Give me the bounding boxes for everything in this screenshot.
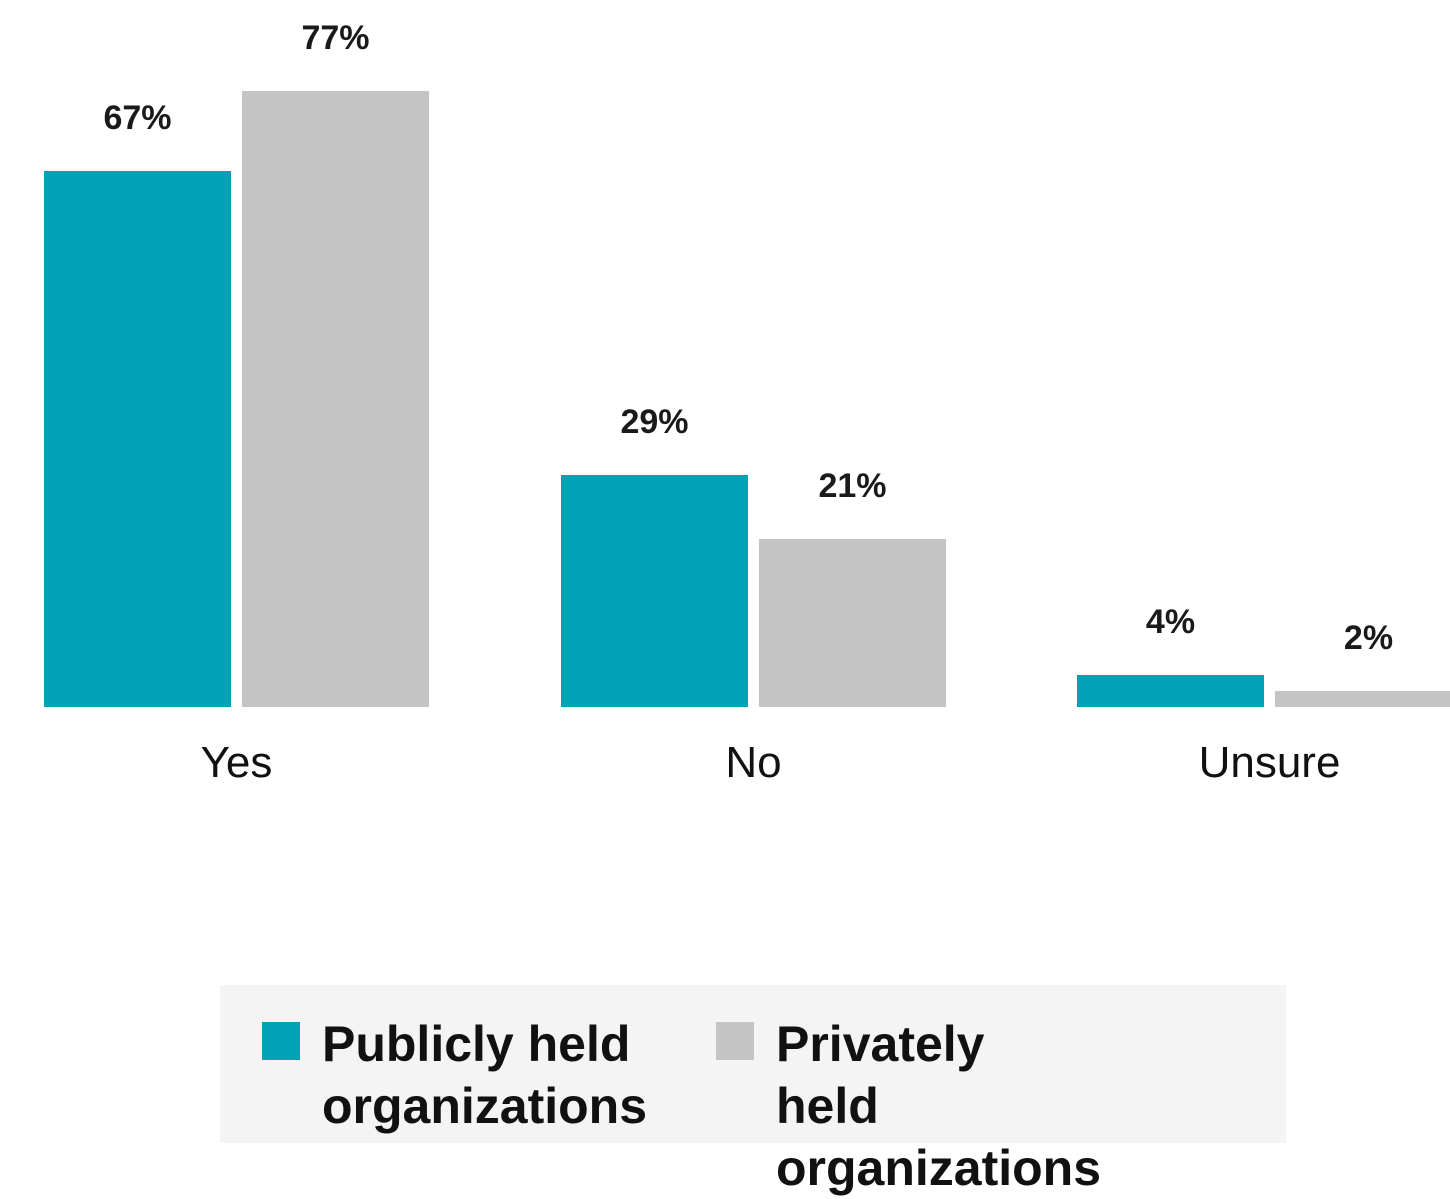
legend-swatch-privately-held <box>716 1022 754 1060</box>
legend-item-publicly-held: Publicly held organizations <box>262 1013 648 1137</box>
bar-yes-publicly-held <box>44 171 231 707</box>
legend: Publicly held organizations Privately he… <box>220 985 1286 1196</box>
data-label-no-privately-held: 21% <box>818 467 886 505</box>
category-label-yes: Yes <box>201 738 273 787</box>
bar-unsure-publicly-held <box>1077 675 1264 707</box>
legend-item-privately-held: Privately held organizations <box>716 1013 1102 1199</box>
data-label-unsure-publicly-held: 4% <box>1146 603 1195 641</box>
category-label-no: No <box>725 738 781 787</box>
category-label-unsure: Unsure <box>1199 738 1341 787</box>
data-label-no-publicly-held: 29% <box>620 403 688 441</box>
data-label-yes-privately-held: 77% <box>301 19 369 57</box>
legend-label-publicly-held: Publicly held organizations <box>322 1016 648 1134</box>
bar-chart: 67% 77% Yes 29% 21% No 4% 2% Unsure <box>44 19 1450 787</box>
bar-unsure-privately-held <box>1275 691 1450 707</box>
data-label-yes-publicly-held: 67% <box>103 99 171 137</box>
legend-label-privately-held: Privately held organizations <box>776 1016 1102 1196</box>
bar-yes-privately-held <box>242 91 429 707</box>
legend-swatch-publicly-held <box>262 1022 300 1060</box>
bar-no-publicly-held <box>561 475 748 707</box>
bar-no-privately-held <box>759 539 946 707</box>
data-label-unsure-privately-held: 2% <box>1344 619 1393 657</box>
